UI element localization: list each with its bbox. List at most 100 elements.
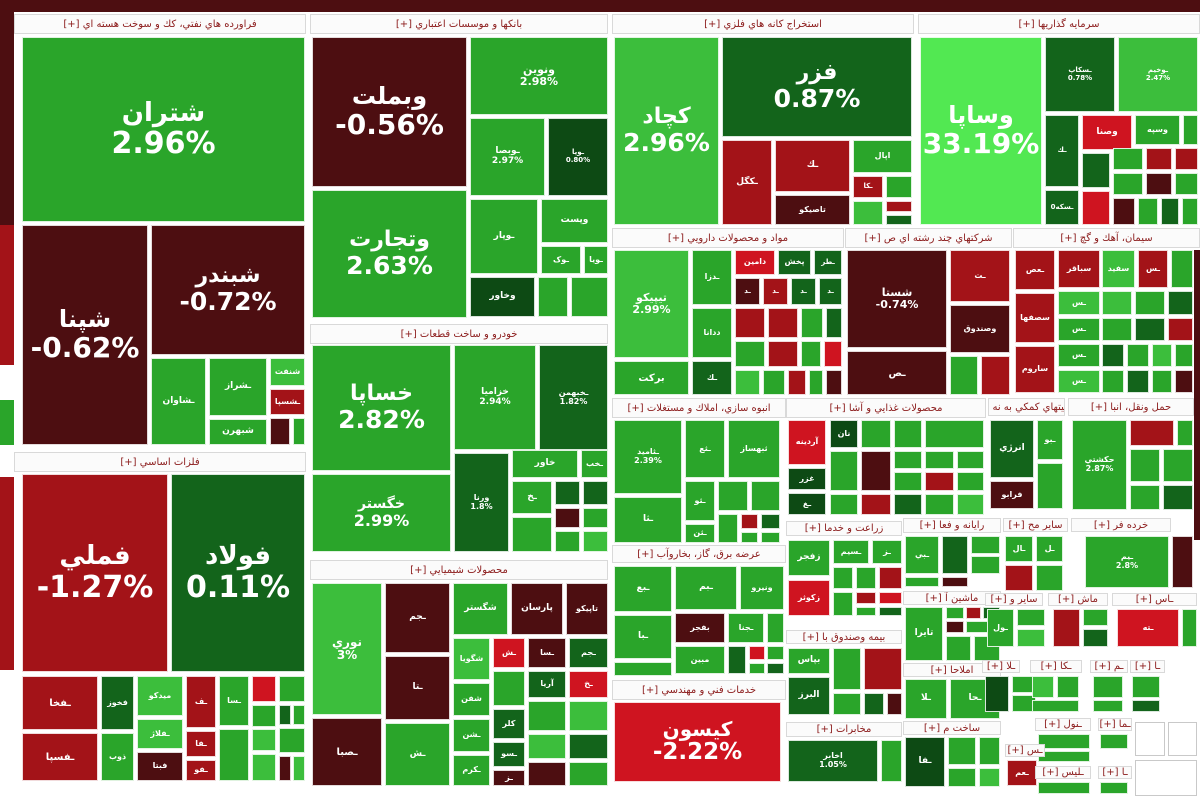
tile-ـد[interactable]: ـد — [791, 278, 816, 305]
tile-block[interactable] — [881, 740, 902, 782]
tile-سباقر[interactable]: سباقر — [1058, 250, 1100, 288]
tile-block[interactable] — [1017, 629, 1045, 647]
tile-ـجم[interactable]: ـجم — [385, 583, 450, 653]
tile-ونيرو[interactable]: ونيرو — [740, 566, 784, 610]
sector-header-7[interactable]: شركتهاي چند رشته اي ص [+] — [845, 228, 1012, 248]
tile-block[interactable] — [735, 370, 760, 395]
tile-وتجارت[interactable]: وتجارت 2.63% — [312, 190, 467, 318]
tile-block[interactable] — [555, 508, 580, 528]
tile-ـلا[interactable]: ـلا — [905, 679, 947, 719]
tile-block[interactable] — [761, 514, 780, 529]
tile-ـكرم[interactable]: ـكرم — [453, 755, 490, 786]
tile-block[interactable] — [948, 768, 976, 787]
tile-ونوين[interactable]: ونوين 2.98% — [470, 37, 608, 115]
tile-block[interactable] — [861, 420, 891, 448]
tile-block[interactable] — [957, 451, 984, 469]
tile-block[interactable] — [856, 592, 876, 604]
sector-header-18[interactable]: ماشين آ [+] — [903, 591, 1001, 605]
tile-آردينه[interactable]: آردينه — [788, 420, 826, 465]
tile-block[interactable] — [1168, 291, 1193, 315]
tile-block[interactable] — [1130, 420, 1174, 446]
tile-ـبي[interactable]: ـبي — [905, 536, 939, 574]
tile-block[interactable] — [879, 592, 902, 604]
tile-block[interactable] — [948, 737, 976, 765]
tile-block[interactable] — [555, 531, 580, 552]
tile-ـش[interactable]: ـش — [493, 638, 525, 668]
tile-block[interactable] — [1182, 198, 1198, 225]
tile-block[interactable] — [1168, 318, 1193, 341]
tile-block[interactable] — [894, 451, 922, 469]
tile-block[interactable] — [925, 494, 954, 515]
tile-block[interactable] — [1082, 191, 1110, 225]
tile-block[interactable] — [809, 370, 823, 395]
tile-block[interactable] — [768, 341, 798, 367]
sector-header-29[interactable]: ـكا [+] — [1030, 660, 1082, 673]
tile-block[interactable] — [1163, 485, 1193, 510]
tile-وساپا[interactable]: وساپا 33.19% — [920, 37, 1042, 225]
tile-block[interactable] — [493, 671, 525, 706]
sector-header-23[interactable]: ساير مح [+] — [1003, 518, 1068, 532]
tile-ـثن[interactable]: ـثن — [685, 524, 715, 543]
tile-شنفت[interactable]: شنفت — [270, 358, 305, 386]
tile-حكشتي[interactable]: حكشتي 2.87% — [1072, 420, 1127, 510]
tile-block[interactable] — [1172, 536, 1193, 588]
tile-نوري[interactable]: نوري 3% — [312, 583, 382, 715]
tile-ـسيم[interactable]: ـسيم — [833, 540, 869, 564]
tile-خزاميا[interactable]: خزاميا 2.94% — [454, 345, 536, 450]
tile-ـفا[interactable]: ـفا — [186, 731, 216, 757]
tile-block[interactable] — [1127, 344, 1149, 367]
tile-ـشراز[interactable]: ـشراز — [209, 358, 267, 416]
tile-شبهرن[interactable]: شبهرن — [209, 419, 267, 445]
tile-كچاد[interactable]: كچاد 2.96% — [614, 37, 719, 225]
tile-block[interactable] — [830, 451, 858, 491]
sector-header-32[interactable]: ـنول [+] — [1035, 718, 1091, 731]
sector-header-22[interactable]: سرمايه گذاريها [+] — [918, 14, 1200, 34]
tile-ـثا[interactable]: ـثا — [614, 497, 682, 543]
tile-block[interactable] — [894, 472, 922, 491]
tile-شبندر[interactable]: شبندر -0.72% — [151, 225, 305, 355]
tile-block[interactable] — [925, 451, 954, 469]
tile-ـثع[interactable]: ـثع — [685, 420, 725, 478]
tile-البرز[interactable]: البرز — [788, 677, 830, 715]
tile-ـس[interactable]: ـس — [1138, 250, 1168, 288]
tile-ـز[interactable]: ـز — [493, 770, 525, 786]
tile-block[interactable] — [1135, 291, 1165, 315]
tile-ـشن[interactable]: ـشن — [453, 719, 490, 752]
tile-ـول[interactable]: ـول — [987, 609, 1014, 647]
tile-block[interactable] — [887, 693, 902, 715]
tile-ددانا[interactable]: ددانا — [692, 308, 732, 358]
tile-block[interactable] — [946, 607, 964, 619]
tile-block[interactable] — [279, 705, 291, 725]
tile-ـكا[interactable]: ـكا — [853, 176, 883, 198]
tile-وخاور[interactable]: وخاور — [470, 277, 535, 317]
sector-header-6[interactable]: مواد و محصولات دارويي [+] — [612, 228, 844, 248]
tile-block[interactable] — [1132, 700, 1160, 712]
tile-ـك[interactable]: ـك — [1045, 115, 1079, 187]
tile-block[interactable] — [1037, 463, 1063, 509]
tile-فرابو[interactable]: فرابو — [990, 481, 1034, 509]
tile-ـجم[interactable]: ـجم — [569, 638, 608, 668]
tile-block[interactable] — [1183, 115, 1198, 145]
tile-block[interactable] — [569, 701, 608, 731]
tile-ـس[interactable]: ـس — [1058, 318, 1100, 341]
tile-block[interactable] — [1053, 609, 1080, 647]
tile-كيسون[interactable]: كيسون -2.22% — [614, 702, 781, 782]
tile-خگستر[interactable]: خگستر 2.99% — [312, 474, 451, 552]
tile-وصنا[interactable]: وصنا — [1082, 115, 1132, 150]
tile-block[interactable] — [861, 494, 891, 515]
tile-block[interactable] — [1135, 318, 1165, 341]
tile-block[interactable] — [1161, 198, 1179, 225]
tile-block[interactable] — [971, 536, 1000, 554]
tile-ـبو[interactable]: ـبو — [1037, 420, 1063, 460]
tile-ـعم[interactable]: ـعم — [1007, 760, 1037, 786]
tile-زكوثر[interactable]: زكوثر — [788, 580, 830, 616]
tile-ورنا[interactable]: ورنا 1.8% — [454, 453, 509, 552]
tile-ـثامید[interactable]: ـثامید 2.39% — [614, 420, 682, 494]
tile-block[interactable] — [853, 201, 883, 225]
tile-block[interactable] — [512, 517, 552, 552]
tile-مبين[interactable]: مبين — [675, 646, 725, 674]
tile-ـخ[interactable]: ـخ — [569, 671, 608, 698]
tile-ـجنا[interactable]: ـجنا — [728, 613, 764, 643]
tile-ـوخيم[interactable]: ـوخيم 2.47% — [1118, 37, 1198, 112]
tile-ـسكه0[interactable]: ـسكه0 — [1045, 190, 1079, 225]
